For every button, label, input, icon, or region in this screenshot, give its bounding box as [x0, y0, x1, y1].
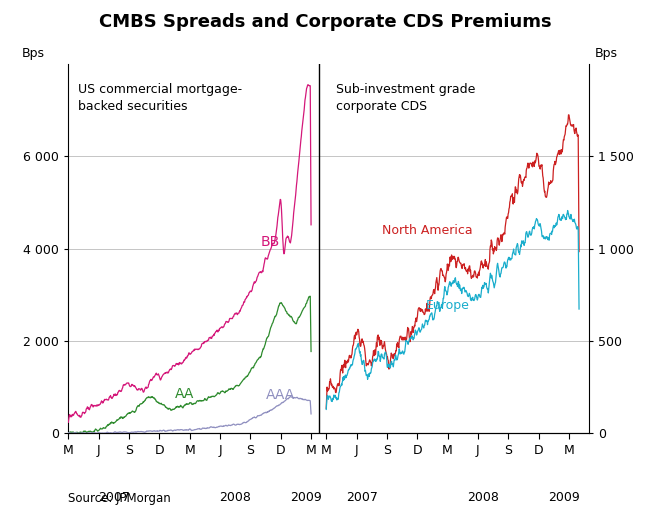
- Text: 2009: 2009: [290, 491, 322, 504]
- Text: Europe: Europe: [426, 299, 469, 312]
- Text: 2008: 2008: [219, 491, 251, 504]
- Text: 2009: 2009: [548, 491, 580, 504]
- Text: Bps: Bps: [594, 47, 617, 61]
- Text: Bps: Bps: [21, 47, 44, 61]
- Text: CMBS Spreads and Corporate CDS Premiums: CMBS Spreads and Corporate CDS Premiums: [99, 13, 552, 31]
- Text: 2008: 2008: [467, 491, 499, 504]
- Text: 2007: 2007: [98, 491, 130, 504]
- Text: Sub-investment grade
corporate CDS: Sub-investment grade corporate CDS: [337, 83, 476, 112]
- Text: North America: North America: [382, 224, 473, 238]
- Text: AAA: AAA: [266, 388, 295, 402]
- Text: 2007: 2007: [346, 491, 378, 504]
- Text: US commercial mortgage-
backed securities: US commercial mortgage- backed securitie…: [79, 83, 243, 112]
- Text: Source: JPMorgan: Source: JPMorgan: [68, 492, 171, 505]
- Text: AA: AA: [174, 387, 194, 402]
- Text: BB: BB: [260, 234, 280, 249]
